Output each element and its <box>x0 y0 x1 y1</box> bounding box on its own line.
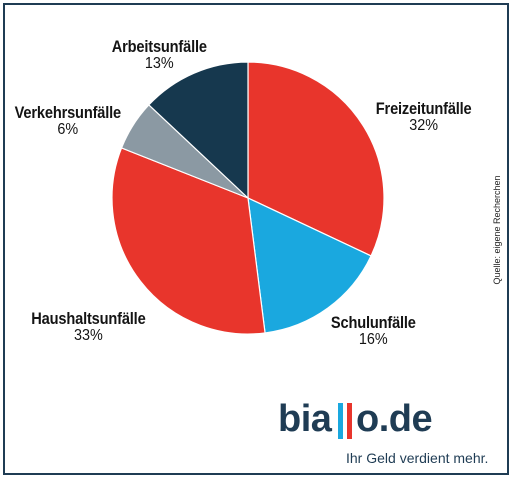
label-freizeitunfaelle: Freizeitunfälle 32% <box>368 100 479 135</box>
slice-name: Verkehrsunfälle <box>14 103 121 122</box>
logo-bar-blue <box>338 403 343 439</box>
source-note: Quelle: eigene Recherchen <box>492 175 502 285</box>
label-arbeitsunfaelle: Arbeitsunfälle 13% <box>104 38 215 73</box>
label-verkehrsunfaelle: Verkehrsunfälle 6% <box>6 104 130 139</box>
slice-name: Arbeitsunfälle <box>111 37 207 56</box>
slice-name: Freizeitunfälle <box>375 99 472 118</box>
pie-slice-schulunfälle <box>247 196 372 334</box>
slice-name: Schulunfälle <box>330 313 416 332</box>
biallo-logo: bia o.de <box>278 396 434 442</box>
pie-slice-freizeitunfälle <box>247 61 385 257</box>
slice-percent: 16% <box>358 330 388 348</box>
slice-percent: 33% <box>74 326 103 344</box>
logo-text-part2: o.de <box>356 398 433 440</box>
label-schulunfaelle: Schulunfälle 16% <box>324 314 423 349</box>
chart-frame <box>3 3 509 475</box>
pie-slice-haushaltsunfälle <box>111 147 266 335</box>
logo-text-part1: bia <box>278 398 332 440</box>
slice-percent: 13% <box>144 54 174 72</box>
slice-percent: 6% <box>57 120 79 138</box>
slice-name: Haushaltsunfälle <box>31 309 146 328</box>
logo-bar-red <box>347 403 352 439</box>
brand-tagline: Ihr Geld verdient mehr. <box>346 450 489 466</box>
slice-percent: 32% <box>409 116 439 134</box>
pie-slice-arbeitsunfälle <box>148 61 249 200</box>
label-haushaltsunfaelle: Haushaltsunfälle 33% <box>22 310 155 345</box>
